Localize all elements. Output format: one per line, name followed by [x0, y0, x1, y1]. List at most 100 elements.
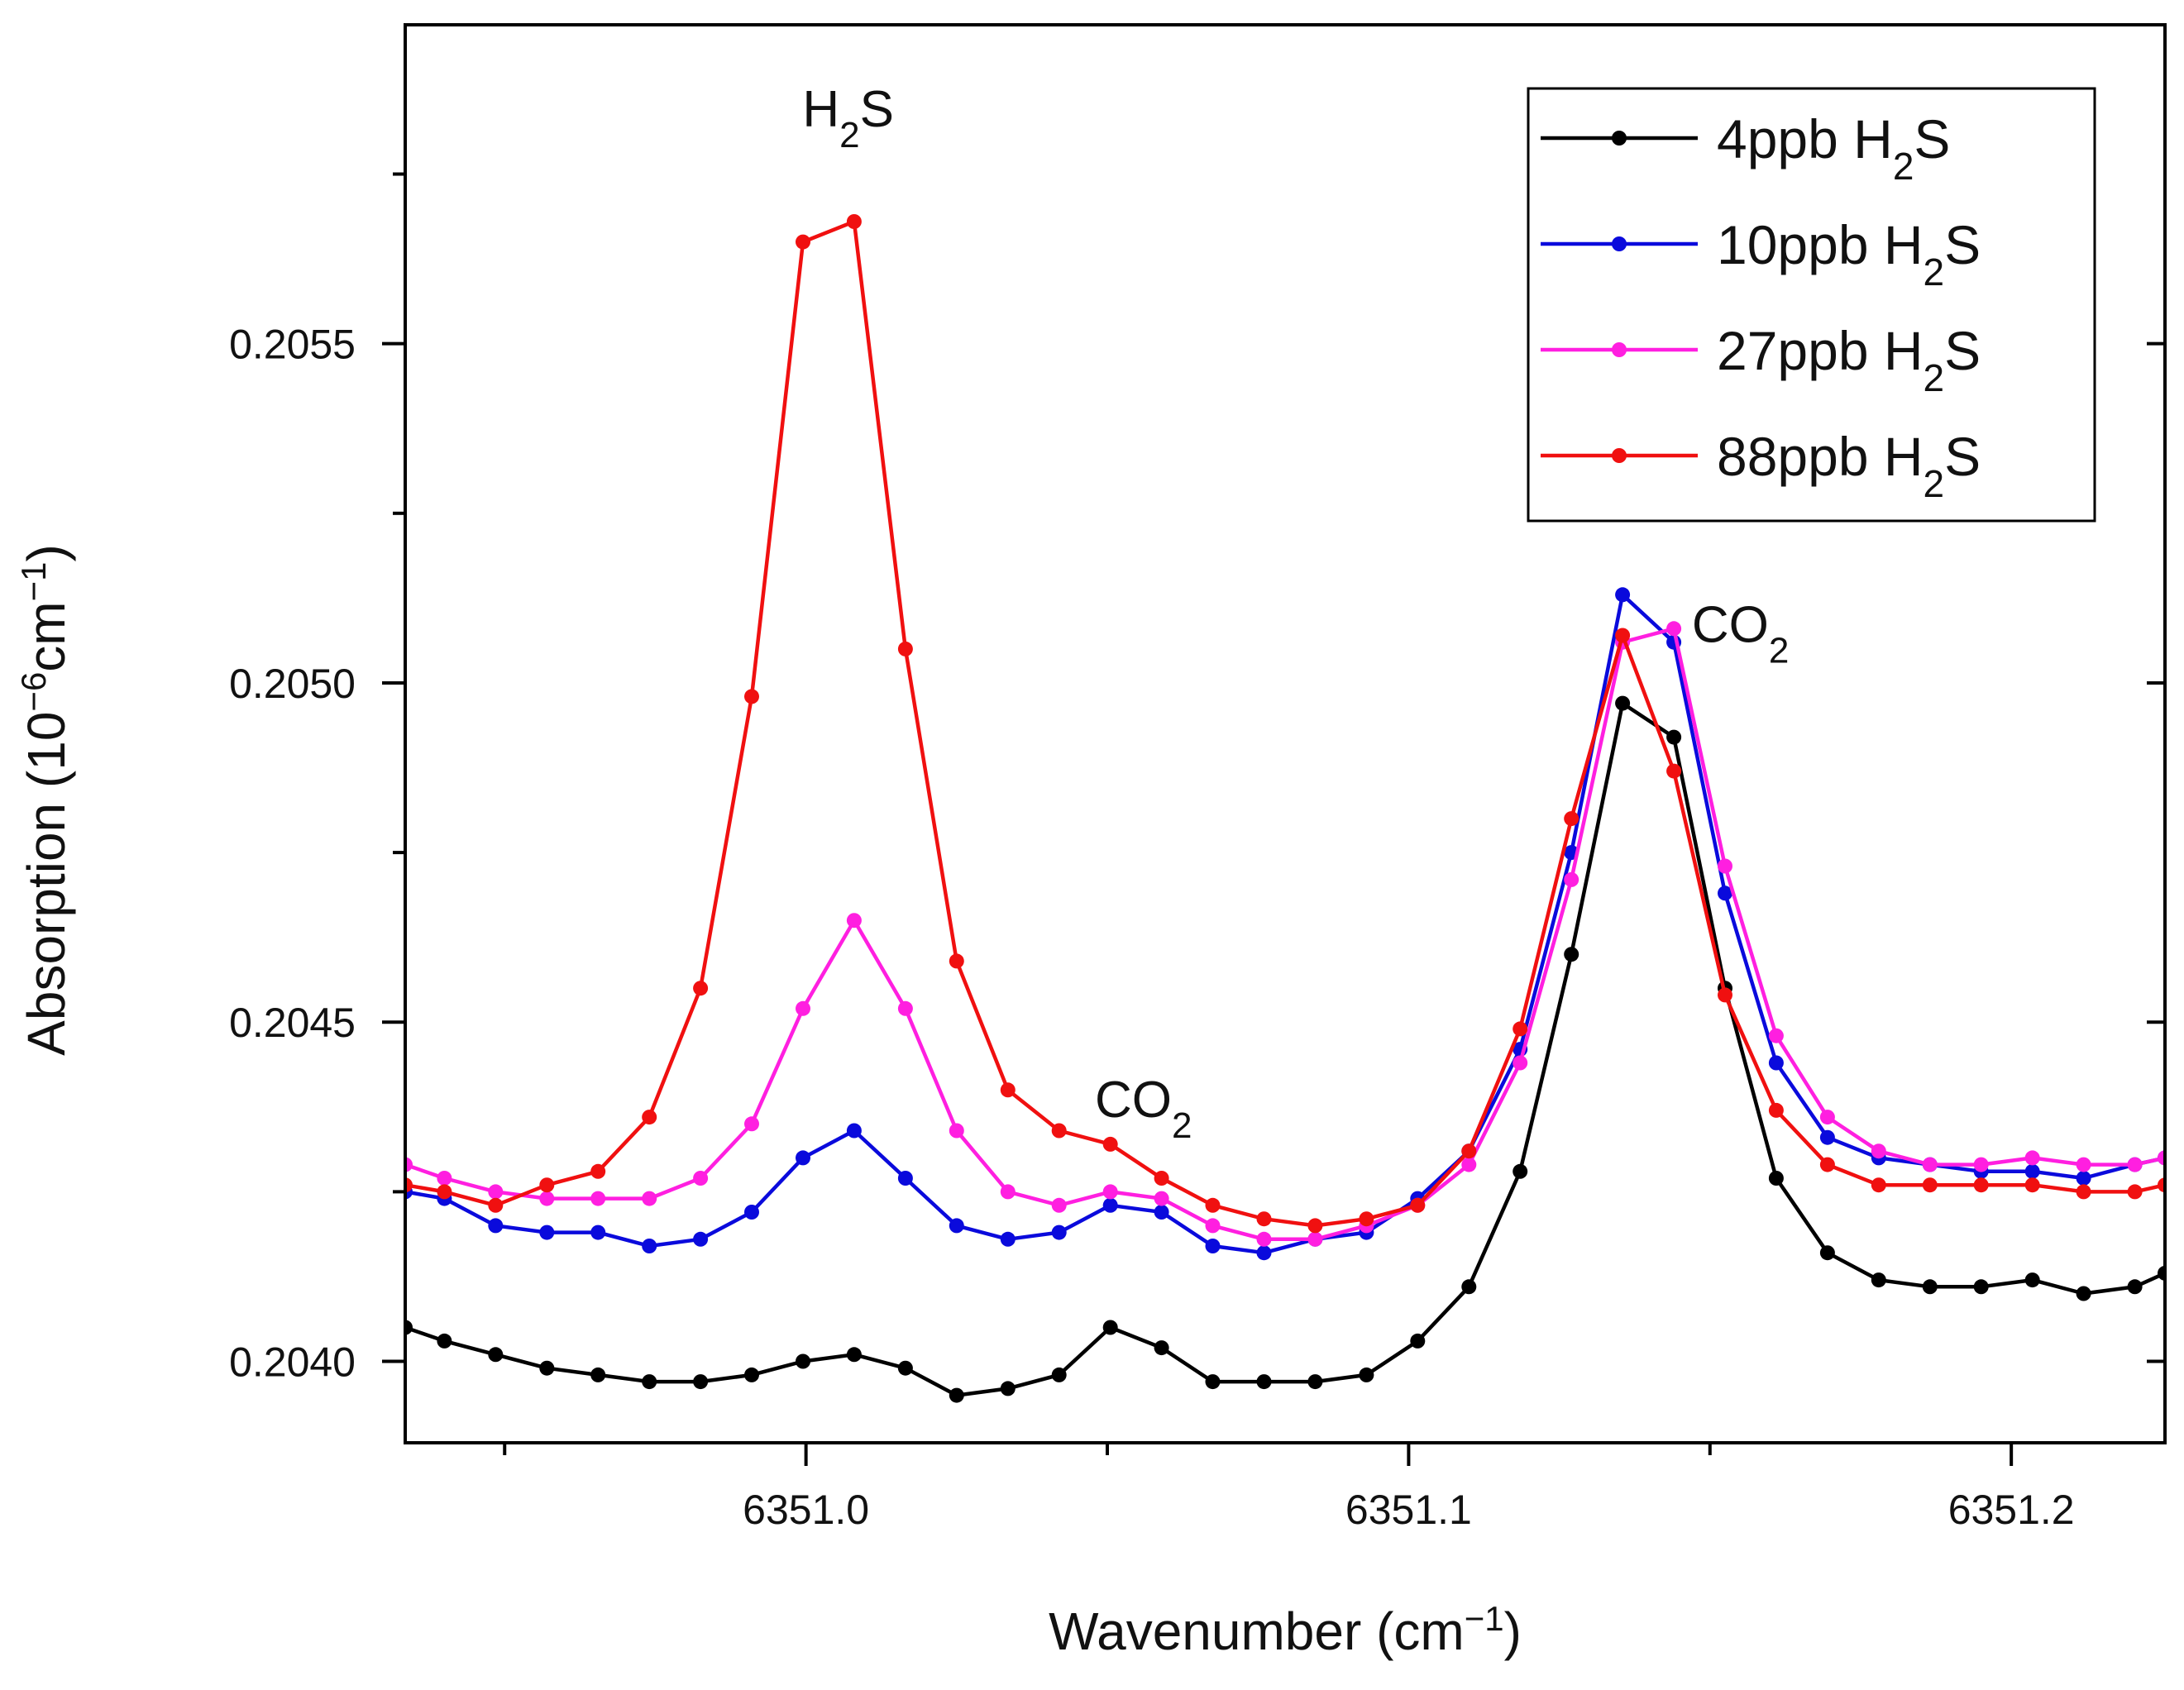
data-point [1513, 1021, 1528, 1037]
data-point [1768, 1102, 1784, 1118]
y-tick-label: 0.2055 [229, 322, 356, 368]
data-point [1768, 1171, 1784, 1186]
data-point [1564, 811, 1579, 827]
peak-annotation: H2S [802, 81, 894, 155]
axes: 6351.0 6351.1 6351.2 0.2040 0.2045 0.2050 0.20… [14, 23, 2167, 1661]
series-line-88ppb [405, 219, 2165, 1228]
data-point [693, 1374, 709, 1390]
data-point [1922, 1157, 1938, 1172]
data-point [1615, 587, 1631, 603]
legend-marker [1612, 236, 1627, 251]
data-point [1922, 1279, 1938, 1295]
data-point [1205, 1374, 1221, 1390]
data-point [437, 1333, 452, 1349]
data-point [1819, 1129, 1835, 1145]
y-axis-label: Absorption (10−6cm−1) [14, 544, 77, 1056]
data-point [539, 1225, 555, 1240]
data-point [846, 214, 862, 229]
data-point [405, 1177, 413, 1193]
legend-label: 4ppb H2S [1717, 108, 1950, 188]
data-point [590, 1163, 606, 1179]
data-point [1307, 1218, 1323, 1234]
data-point [1768, 1055, 1784, 1071]
data-point [405, 1320, 413, 1335]
data-point [1666, 763, 1682, 779]
data-point [1102, 1136, 1118, 1152]
data-point [1718, 987, 1732, 1003]
plot-marks [405, 214, 2165, 1403]
data-point [2127, 1279, 2143, 1295]
series-line-4ppb [405, 701, 2165, 1397]
data-point [949, 1218, 964, 1234]
data-point [1051, 1225, 1067, 1240]
data-point [590, 1191, 606, 1206]
data-point [488, 1218, 504, 1234]
data-point [2076, 1171, 2091, 1186]
data-point [2158, 1150, 2165, 1166]
data-point [846, 913, 862, 929]
data-point [796, 1150, 810, 1166]
data-point [1154, 1171, 1169, 1186]
plot-frame [404, 23, 2167, 1444]
data-point [2158, 1265, 2165, 1281]
data-point [949, 1387, 964, 1403]
data-point [437, 1184, 452, 1200]
data-point [1307, 1231, 1323, 1247]
data-point [1256, 1374, 1272, 1390]
data-point [1102, 1184, 1118, 1200]
data-point [1000, 1381, 1016, 1396]
data-point [2076, 1286, 2091, 1301]
data-point [1564, 871, 1579, 887]
peak-annotation: CO2 [1692, 597, 1789, 671]
data-point [1819, 1110, 1835, 1125]
data-point [1051, 1123, 1067, 1139]
data-point [405, 1157, 413, 1172]
x-tick-label: 6351.2 [1948, 1487, 2075, 1533]
data-point [590, 1225, 606, 1240]
data-point [1256, 1231, 1272, 1247]
x-tick-label: 6351.0 [743, 1487, 869, 1533]
data-point [1666, 621, 1682, 637]
data-point [2127, 1184, 2143, 1200]
data-point [1819, 1157, 1835, 1172]
data-point [1666, 729, 1682, 745]
data-point [437, 1171, 452, 1186]
data-point [1871, 1177, 1886, 1193]
data-point [1154, 1340, 1169, 1356]
data-point [1973, 1177, 1989, 1193]
data-point [744, 1367, 759, 1382]
data-point [1154, 1191, 1169, 1206]
data-point [949, 1123, 964, 1139]
data-point [1819, 1245, 1835, 1261]
data-point [539, 1191, 555, 1206]
data-point [2076, 1184, 2091, 1200]
legend-entry-4ppb: 4ppb H2S [1541, 108, 1950, 188]
data-point [744, 1116, 759, 1132]
legend-entry-27ppb: 27ppb H2S [1541, 320, 1981, 399]
data-point [1051, 1197, 1067, 1213]
data-point [1461, 1279, 1477, 1295]
data-point [1973, 1157, 1989, 1172]
data-point [1205, 1197, 1221, 1213]
data-point [2158, 1177, 2165, 1193]
data-point [1973, 1279, 1989, 1295]
data-point [1871, 1272, 1886, 1288]
data-point [1513, 1055, 1528, 1071]
x-tick-label: 6351.1 [1345, 1487, 1472, 1533]
data-point [744, 689, 759, 704]
data-point [1513, 1163, 1528, 1179]
data-point [796, 234, 810, 250]
data-point [846, 1347, 862, 1363]
legend-label: 88ppb H2S [1717, 426, 1981, 505]
data-point [744, 1205, 759, 1220]
data-point [2024, 1163, 2040, 1179]
data-point [1718, 886, 1732, 901]
data-point [1615, 695, 1631, 711]
data-point [2024, 1150, 2040, 1166]
data-point [1410, 1197, 1426, 1213]
data-point [2076, 1157, 2091, 1172]
y-tick-label: 0.2040 [229, 1339, 356, 1386]
legend-marker [1612, 131, 1627, 146]
data-point [488, 1197, 504, 1213]
